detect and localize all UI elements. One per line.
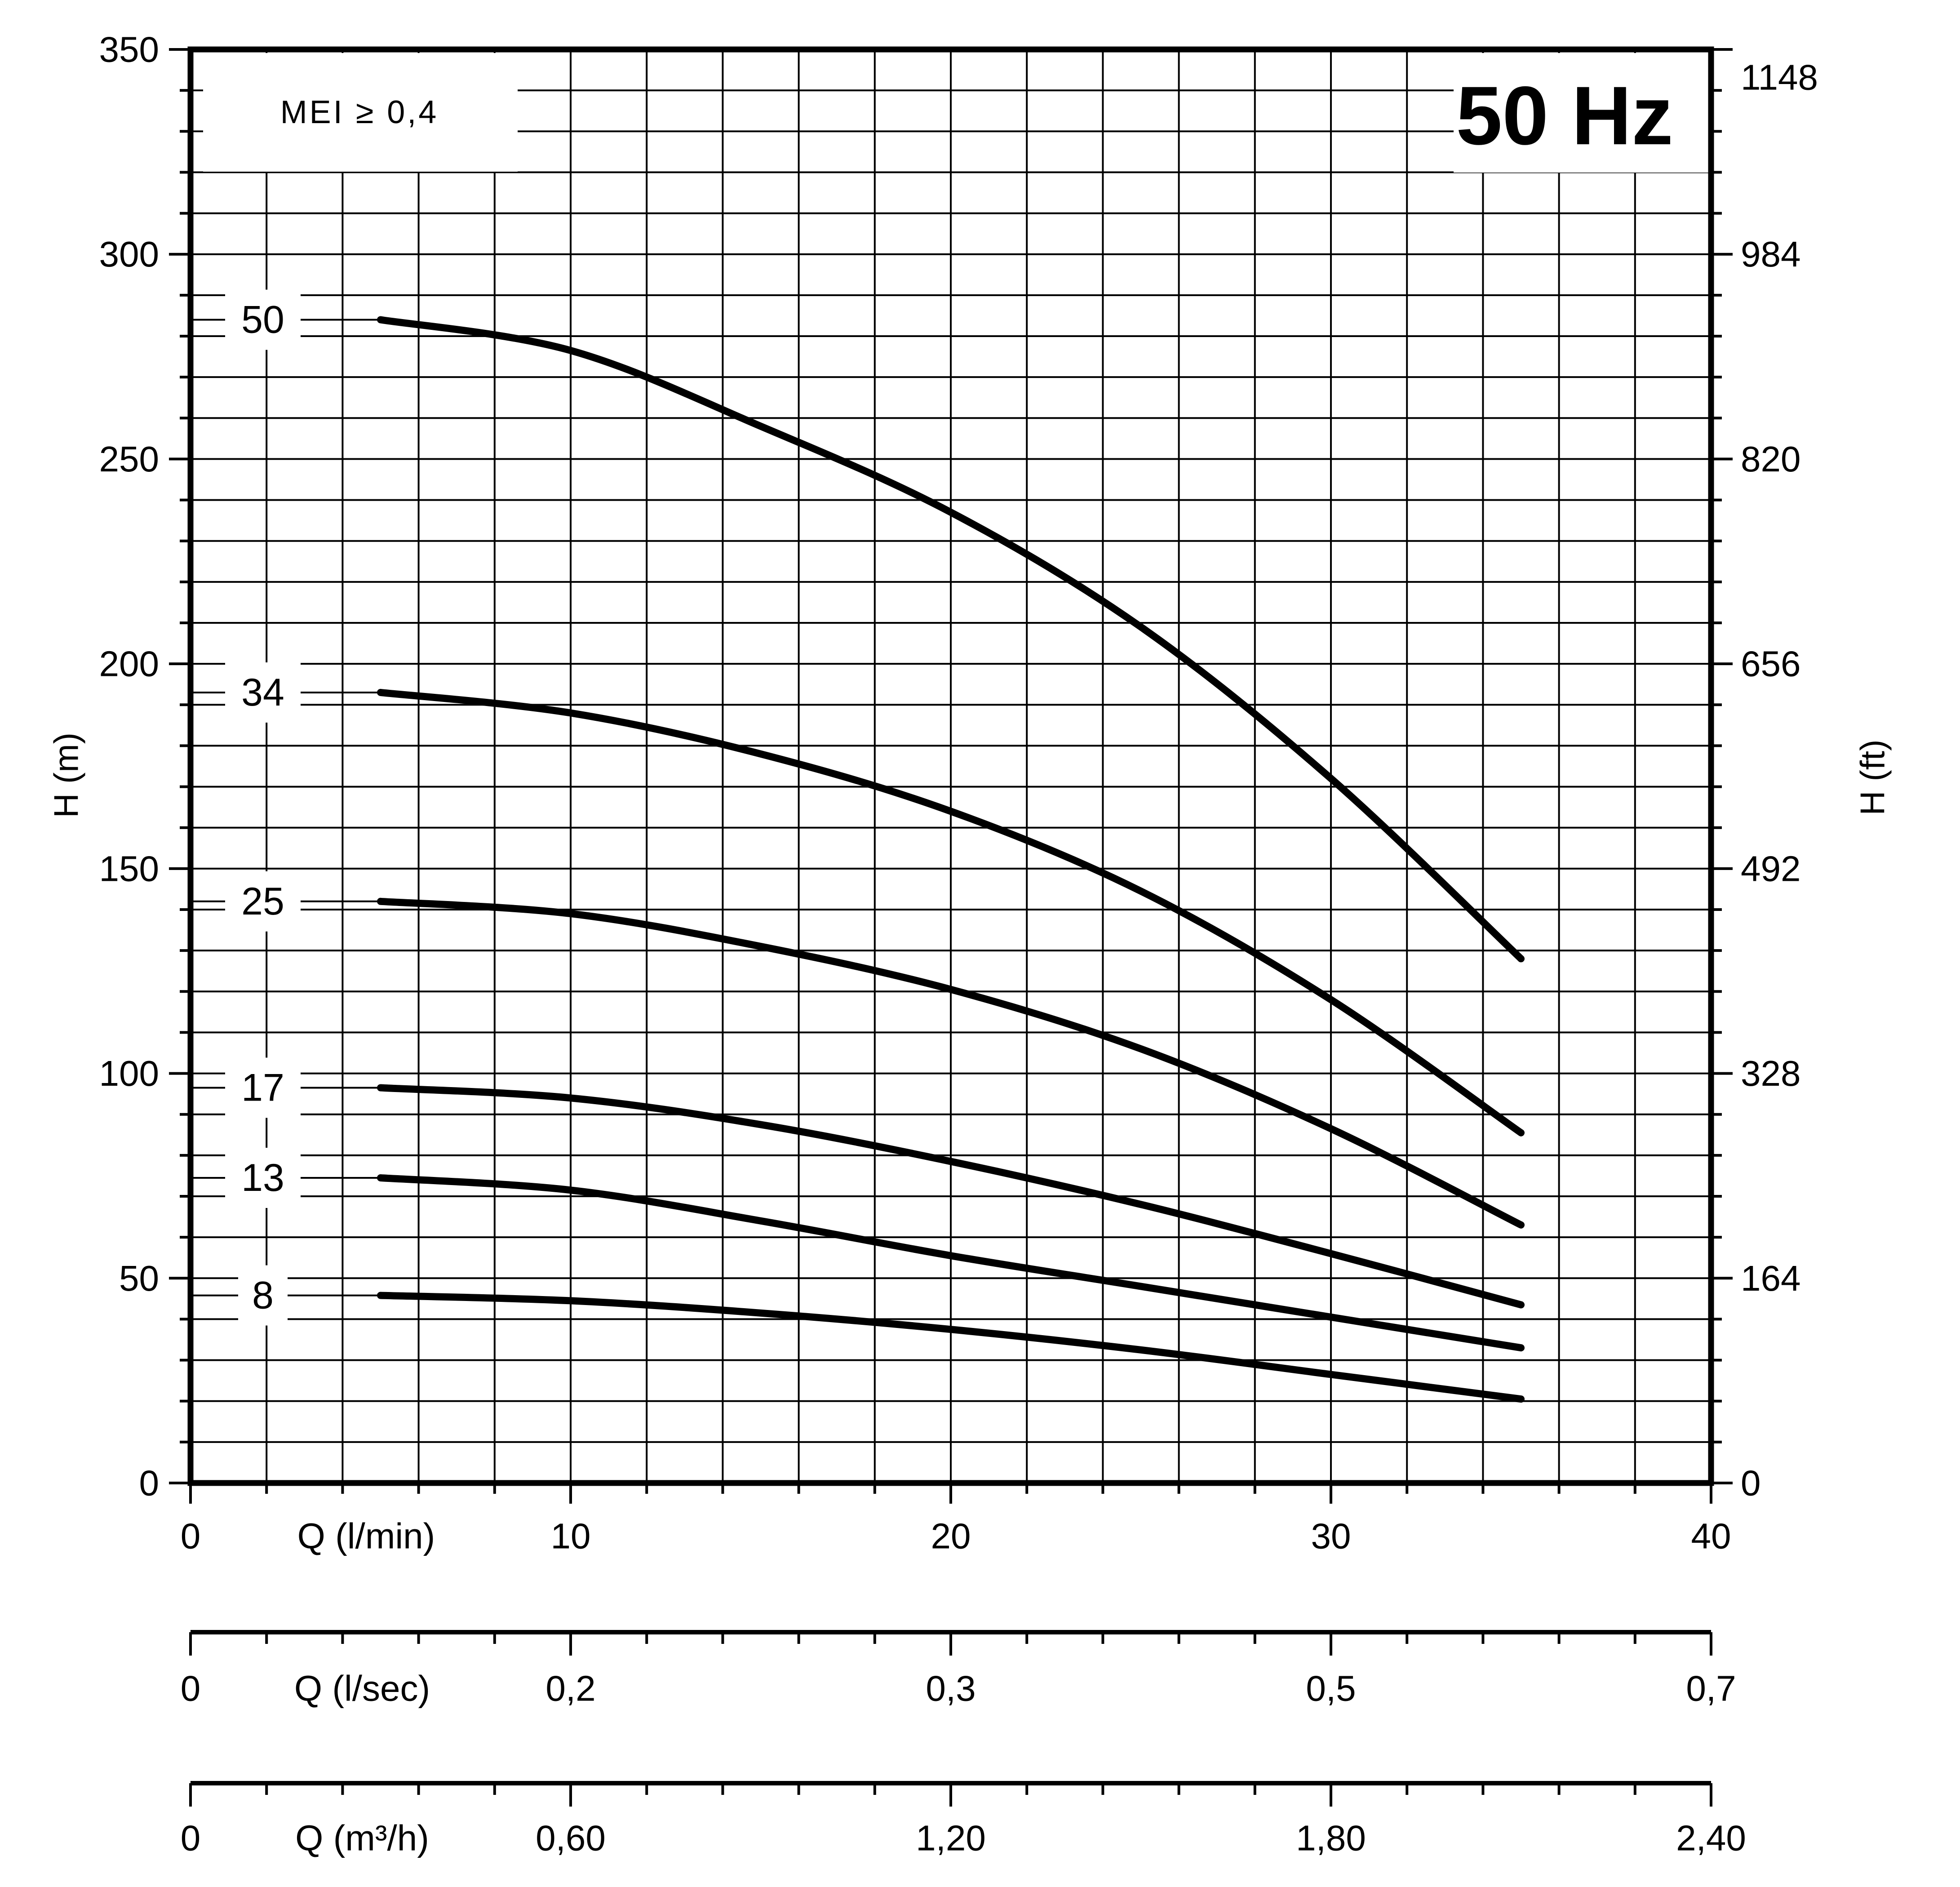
y-right-tick-label: 820 [1741,439,1800,479]
lsec-scale-title: Q (l/sec) [294,1669,430,1709]
curve-34 [377,688,1525,1137]
axis-tick-labels: 0501001502002503003501148984820656492328… [99,29,1818,1556]
scale-tick-label: 1,20 [916,1818,986,1858]
y-right-tick-label: 1148 [1741,57,1818,97]
curve-label-34: 34 [241,671,284,714]
curve-label-25: 25 [241,880,284,923]
curve-label-17: 17 [241,1066,284,1109]
curve-label-8: 8 [252,1274,274,1317]
curve-50 [377,316,1525,963]
y-left-tick-label: 50 [119,1258,159,1298]
scale-tick-label: 1,80 [1296,1818,1366,1858]
y-right-tick-label: 164 [1741,1258,1800,1298]
curve-label-box-50 [225,289,301,350]
mei-annotation: MEI ≥ 0,4 [280,94,439,130]
y-right-tick-label: 656 [1741,644,1800,684]
x-tick-label: 30 [1311,1516,1351,1556]
y-axis-left-title: H (m) [48,733,86,818]
y-left-tick-label: 150 [99,848,159,888]
y-axis-right-title: H (ft) [1854,740,1892,816]
scale-tick-label: 0,7 [1686,1669,1736,1709]
x-tick-label: 40 [1691,1516,1731,1556]
y-left-tick-label: 250 [99,439,159,479]
scale-tick-label: 2,40 [1676,1818,1746,1858]
y-right-tick-label: 0 [1741,1463,1761,1503]
curve-labels: 50 34 25 17 13 8 [241,298,284,1317]
curve-label-boxes [225,289,301,1326]
curve-label-box-25 [225,871,301,932]
y-left-tick-label: 350 [99,29,159,69]
curve-label-50: 50 [241,298,284,342]
curve-label-box-8 [238,1265,288,1326]
secondary-flow-scales: 0 0,2 0,3 0,5 0,7 0 0,60 1,20 1,80 2,40 [181,1630,1746,1858]
curve-label-box-17 [225,1057,301,1118]
scale-tick-label: 0 [181,1818,201,1858]
curve-label-box-13 [225,1147,301,1208]
curve-17 [377,1084,1525,1309]
m3h-scale-title: Q (m³/h) [295,1818,429,1858]
x-tick-label: 20 [931,1516,971,1556]
y-right-tick-label: 492 [1741,848,1800,888]
curve-label-box-34 [225,662,301,723]
y-right-tick-label: 328 [1741,1053,1800,1093]
y-left-tick-label: 100 [99,1053,159,1093]
frequency-label: 50 Hz [1456,70,1673,162]
y-right-tick-label: 984 [1741,234,1800,274]
curve-25 [377,897,1525,1229]
y-left-tick-label: 200 [99,644,159,684]
axis-ticks [169,48,1733,1504]
scale-tick-label: 0 [181,1669,201,1709]
scale-tick-label: 0,5 [1306,1669,1356,1709]
gridlines [191,49,1711,1483]
scale-tick-label: 0,3 [926,1669,976,1709]
curve-8 [377,1292,1525,1403]
curve-label-13: 13 [241,1156,284,1199]
x-axis-title: Q (l/min) [297,1516,435,1556]
x-tick-label: 0 [181,1516,201,1556]
corner-annotations: MEI ≥ 0,4 50 Hz [203,53,1708,173]
scale-tick-label: 0,2 [545,1669,595,1709]
y-left-tick-label: 0 [139,1463,160,1503]
mei-mask-box [203,53,518,172]
y-left-tick-label: 300 [99,234,159,274]
performance-curves [377,316,1525,1403]
x-tick-label: 10 [551,1516,591,1556]
frequency-mask-box [1454,53,1708,173]
curve-13 [377,1174,1525,1352]
scale-tick-label: 0,60 [536,1818,606,1858]
